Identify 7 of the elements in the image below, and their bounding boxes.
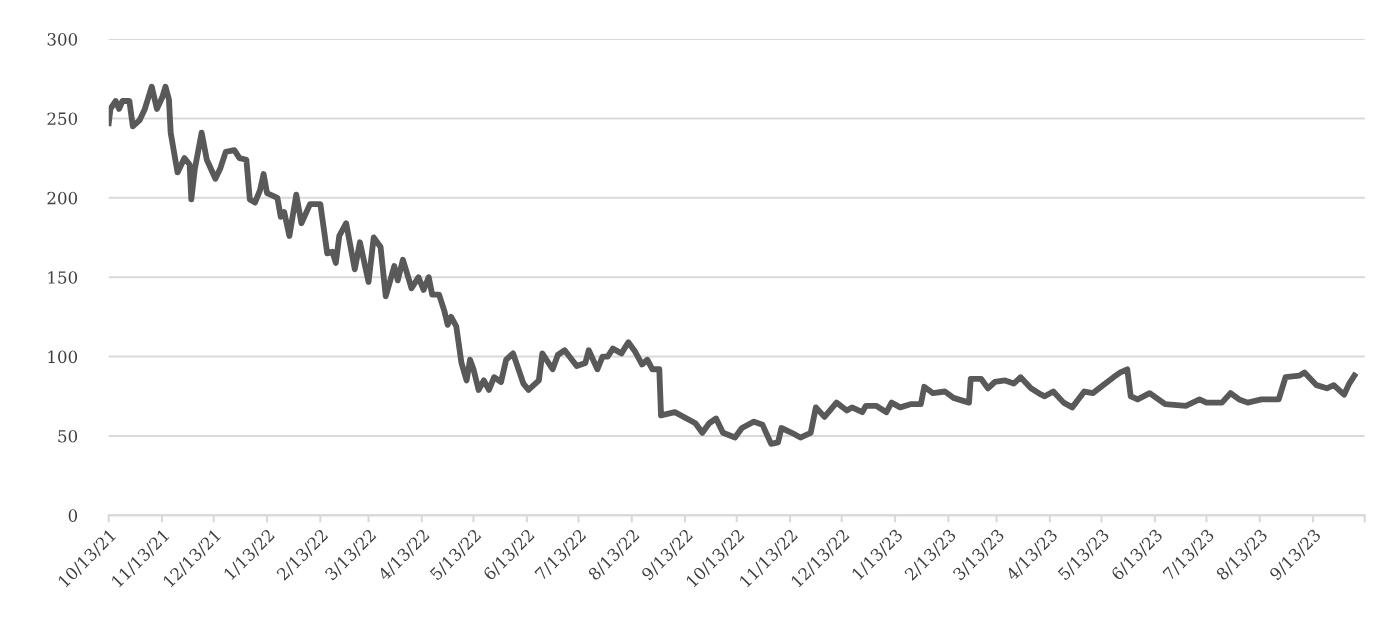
y-tick-label: 200 <box>47 191 78 205</box>
y-tick-label: 150 <box>48 271 78 284</box>
y-tick-label: 300 <box>47 33 78 46</box>
y-tick-label: 250 <box>47 112 78 126</box>
y-tick-label: 50 <box>58 429 78 443</box>
y-tick-label: 100 <box>48 350 78 364</box>
y-tick-label: 0 <box>68 509 78 522</box>
